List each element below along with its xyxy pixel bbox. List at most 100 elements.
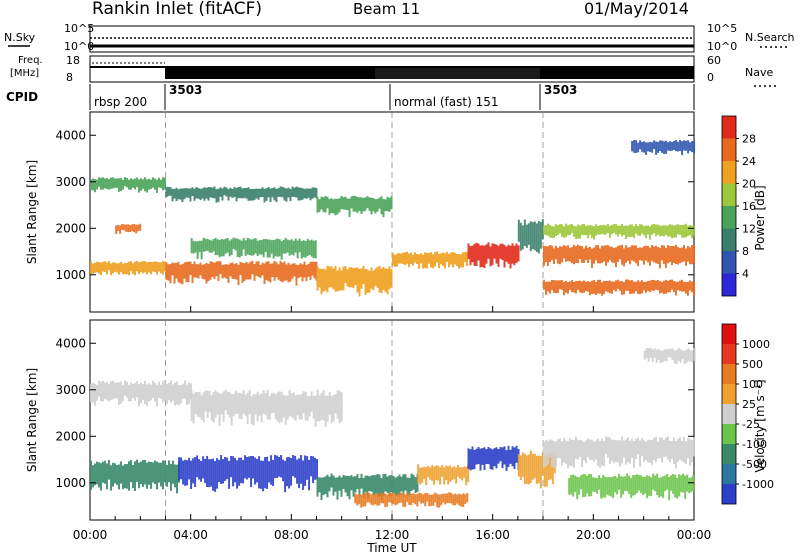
rti-cell — [144, 177, 146, 192]
rti-cell — [275, 188, 278, 202]
rti-cell — [555, 245, 557, 260]
nave-fill-3 — [540, 67, 694, 79]
rti-cell — [138, 384, 140, 407]
rti-cell — [563, 245, 565, 259]
rti-cell — [388, 475, 391, 497]
rti-cell — [648, 476, 651, 496]
rti-cell — [264, 457, 267, 489]
rti-cell — [165, 262, 168, 280]
rti-cell — [671, 141, 674, 151]
rti-cell — [615, 224, 617, 235]
rti-cell — [563, 437, 565, 463]
rti-cell — [398, 492, 401, 504]
rti-cell — [193, 188, 196, 201]
rti-cell — [300, 241, 303, 259]
rti-cell — [376, 474, 379, 497]
rti-cell — [289, 264, 292, 282]
rti-cell — [587, 247, 589, 263]
rti-cell — [408, 494, 411, 505]
rti-cell — [396, 494, 399, 505]
rti-cell — [535, 223, 538, 252]
rti-cell — [326, 196, 329, 209]
rti-cell — [599, 248, 601, 264]
rti-cell — [250, 239, 253, 256]
rti-cell — [116, 178, 118, 188]
rti-cell — [271, 188, 274, 198]
rti-cell — [312, 395, 315, 419]
rti-cell — [193, 261, 196, 278]
rti-cell — [571, 247, 573, 264]
rti-cell — [344, 196, 347, 210]
rti-cell — [290, 239, 293, 255]
rti-cell — [348, 198, 351, 218]
rti-cell — [249, 261, 252, 280]
rti-cell — [669, 279, 671, 293]
rti-cell — [132, 263, 134, 274]
rti-cell — [301, 188, 304, 200]
rti-cell — [653, 279, 655, 291]
rti-cell — [315, 188, 318, 199]
rti-cell — [98, 462, 100, 488]
rti-cell — [218, 240, 221, 258]
rti-cell — [210, 395, 213, 421]
rti-cell — [284, 460, 287, 493]
rti-cell — [418, 254, 420, 269]
rti-cell — [460, 254, 462, 268]
rti-cell — [503, 244, 506, 268]
rti-cell — [597, 226, 599, 235]
rti-cell — [541, 452, 544, 476]
rti-cell — [655, 141, 658, 155]
rti-cell — [234, 457, 237, 483]
rti-cell — [467, 448, 470, 469]
rti-cell — [545, 455, 548, 487]
rti-cell — [247, 187, 250, 201]
rti-cell — [311, 261, 314, 276]
rti-cell — [469, 246, 472, 266]
rti-cell — [200, 460, 203, 482]
rti-cell — [400, 492, 403, 503]
rti-cell — [635, 439, 637, 459]
rti-cell — [675, 441, 677, 469]
rti-cell — [254, 238, 257, 254]
rti-cell — [342, 475, 345, 490]
rti-cell — [301, 264, 304, 282]
rti-cell — [583, 223, 585, 236]
rti-cell — [517, 245, 520, 262]
rti-cell — [553, 440, 555, 469]
rti-cell — [412, 474, 415, 490]
rti-cell — [673, 281, 675, 293]
rti-cell — [236, 238, 239, 257]
rti-cell — [671, 279, 673, 290]
rti-cell — [603, 440, 605, 467]
rti-cell — [623, 281, 625, 295]
rti-cell — [362, 493, 365, 507]
rti-cell — [535, 455, 538, 485]
rti-cell — [545, 439, 547, 467]
rti-cell — [625, 245, 627, 263]
noise-tick-high-right: 10^5 — [707, 22, 737, 35]
rti-cell — [267, 186, 270, 198]
rti-cell — [380, 196, 383, 215]
rti-cell — [588, 473, 591, 497]
rti-cell — [529, 221, 532, 252]
rti-cell — [194, 391, 197, 415]
rti-cell — [322, 197, 325, 213]
rti-cell — [286, 457, 289, 487]
x-tick-label: 12:00 — [375, 528, 410, 542]
rti-cell — [246, 392, 249, 425]
rti-cell — [487, 242, 490, 259]
rti-cell — [189, 188, 192, 202]
rti-cell — [602, 474, 605, 498]
rti-cell — [437, 465, 440, 481]
rti-cell — [404, 474, 407, 491]
rti-cell — [543, 245, 545, 266]
power-colorbar: 4 8 12 16 20 24 28 — [721, 115, 756, 297]
rti-cell — [567, 441, 569, 469]
rti-cell — [326, 395, 329, 422]
rti-cell — [655, 224, 657, 237]
nave-tick-high: 60 — [707, 54, 721, 67]
rti-cell — [229, 263, 232, 277]
rti-cell — [334, 393, 337, 414]
rti-cell — [663, 141, 666, 155]
rti-cell — [368, 270, 371, 293]
